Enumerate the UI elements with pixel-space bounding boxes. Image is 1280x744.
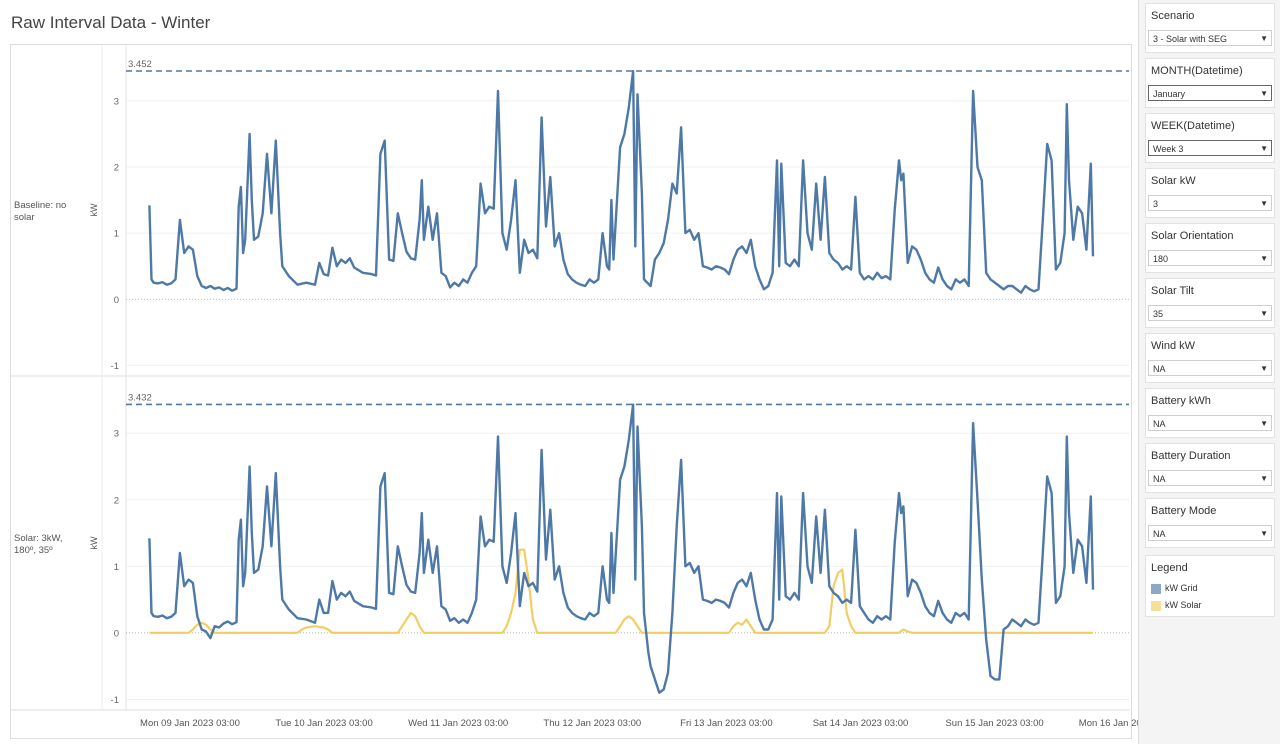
dropdown-value: 3: [1153, 199, 1159, 209]
filter-dropdown[interactable]: NA ▼: [1148, 525, 1272, 541]
filter-dropdown[interactable]: NA ▼: [1148, 360, 1272, 376]
dropdown-value: NA: [1153, 474, 1166, 484]
dropdown-value: January: [1153, 89, 1186, 99]
dashboard-title: Raw Interval Data - Winter: [11, 13, 211, 32]
x-tick-label: Sun 15 Jan 2023 03:00: [945, 718, 1043, 729]
dropdown-value: 3 - Solar with SEG: [1153, 34, 1228, 44]
y-axis-title: kW: [89, 536, 99, 550]
dropdown-value: NA: [1153, 529, 1166, 539]
filter-dropdown[interactable]: Week 3 ▼: [1148, 140, 1272, 156]
x-tick-label: Thu 12 Jan 2023 03:00: [543, 718, 641, 729]
dropdown-value: 180: [1153, 254, 1169, 264]
chevron-down-icon[interactable]: ▼: [1260, 419, 1268, 428]
filter-label: Battery kWh: [1151, 395, 1211, 407]
y-axis-title: kW: [89, 203, 99, 217]
y-tick-label: 1: [114, 562, 119, 573]
filter-dropdown[interactable]: 3 ▼: [1148, 195, 1272, 211]
interval-chart[interactable]: Baseline: no solar kW -1 0 1 2 3 3.452 Solar: 3kW…: [0, 0, 1138, 744]
y-tick-label: 2: [114, 495, 119, 506]
filter-label: Battery Mode: [1151, 505, 1217, 517]
filter-label: Wind kW: [1151, 340, 1195, 352]
series-line-grid: [148, 403, 1095, 694]
filter-dropdown[interactable]: NA ▼: [1148, 415, 1272, 431]
series-line-grid: [148, 69, 1095, 294]
row-label: Solar: 3kW, 180º, 35º: [14, 533, 63, 556]
filter-label: Solar Orientation: [1151, 230, 1234, 242]
filter-card-battery-duration: Battery Duration NA ▼: [1145, 443, 1275, 493]
chevron-down-icon[interactable]: ▼: [1260, 364, 1268, 373]
filter-card-month-datetime: MONTH(Datetime) January ▼: [1145, 58, 1275, 108]
filter-dropdown[interactable]: NA ▼: [1148, 470, 1272, 486]
y-tick-label: 0: [114, 628, 119, 639]
chevron-down-icon[interactable]: ▼: [1260, 199, 1268, 208]
chevron-down-icon[interactable]: ▼: [1260, 144, 1268, 153]
filter-label: Battery Duration: [1151, 450, 1231, 462]
legend-label: kW Solar: [1165, 600, 1202, 610]
x-tick-label: Tue 10 Jan 2023 03:00: [275, 718, 372, 729]
dropdown-value: Week 3: [1153, 144, 1184, 154]
y-tick-label: 1: [114, 229, 119, 240]
reference-label: 3.432: [128, 392, 152, 403]
filter-dropdown[interactable]: 3 - Solar with SEG ▼: [1148, 30, 1272, 46]
x-tick-label: Sat 14 Jan 2023 03:00: [813, 718, 909, 729]
dropdown-value: NA: [1153, 364, 1166, 374]
y-tick-label: -1: [111, 695, 119, 706]
filter-card-battery-kwh: Battery kWh NA ▼: [1145, 388, 1275, 438]
chevron-down-icon[interactable]: ▼: [1260, 254, 1268, 263]
filter-label: Solar kW: [1151, 175, 1196, 187]
filter-sidebar: Scenario 3 - Solar with SEG ▼ MONTH(Datetim…: [1138, 0, 1280, 744]
y-tick-label: 0: [114, 295, 119, 306]
legend-swatch: [1151, 583, 1161, 594]
y-tick-label: 3: [114, 429, 119, 440]
filter-card-solar-kw: Solar kW 3 ▼: [1145, 168, 1275, 218]
filter-card-solar-tilt: Solar Tilt 35 ▼: [1145, 278, 1275, 328]
filter-label: Solar Tilt: [1151, 285, 1194, 297]
chevron-down-icon[interactable]: ▼: [1260, 474, 1268, 483]
legend-item[interactable]: kW Solar: [1151, 600, 1202, 611]
x-tick-label: Fri 13 Jan 2023 03:00: [680, 718, 772, 729]
filter-label: WEEK(Datetime): [1151, 120, 1235, 132]
filter-card-solar-orientation: Solar Orientation 180 ▼: [1145, 223, 1275, 273]
x-tick-label: Mon 09 Jan 2023 03:00: [140, 718, 240, 729]
filter-dropdown[interactable]: January ▼: [1148, 85, 1272, 101]
y-tick-label: 2: [114, 163, 119, 174]
dropdown-value: 35: [1153, 309, 1164, 319]
chevron-down-icon[interactable]: ▼: [1260, 89, 1268, 98]
legend: Legend kW Grid kW Solar: [1145, 555, 1275, 617]
filter-label: Scenario: [1151, 10, 1195, 22]
legend-label: kW Grid: [1165, 583, 1198, 593]
reference-label: 3.452: [128, 59, 152, 70]
filter-card-scenario: Scenario 3 - Solar with SEG ▼: [1145, 3, 1275, 53]
legend-item[interactable]: kW Grid: [1151, 583, 1198, 594]
filter-card-wind-kw: Wind kW NA ▼: [1145, 333, 1275, 383]
legend-swatch: [1151, 600, 1161, 611]
y-tick-label: -1: [111, 361, 119, 372]
x-tick-label: Wed 11 Jan 2023 03:00: [408, 718, 508, 729]
y-tick-label: 3: [114, 96, 119, 107]
chevron-down-icon[interactable]: ▼: [1260, 309, 1268, 318]
filter-card-week-datetime: WEEK(Datetime) Week 3 ▼: [1145, 113, 1275, 163]
chevron-down-icon[interactable]: ▼: [1260, 529, 1268, 538]
filter-dropdown[interactable]: 35 ▼: [1148, 305, 1272, 321]
series-line-solar: [149, 548, 1093, 634]
row-label: Baseline: no solar: [14, 200, 66, 223]
legend-title: Legend: [1151, 562, 1188, 574]
chevron-down-icon[interactable]: ▼: [1260, 34, 1268, 43]
x-tick-label: Mon 16 Jan 2023 03:00: [1079, 718, 1138, 729]
filter-dropdown[interactable]: 180 ▼: [1148, 250, 1272, 266]
dashboard: Raw Interval Data - Winter Baseline: no s…: [0, 0, 1138, 744]
chart-frame: [10, 44, 1132, 739]
filter-card-battery-mode: Battery Mode NA ▼: [1145, 498, 1275, 548]
dropdown-value: NA: [1153, 419, 1166, 429]
filter-label: MONTH(Datetime): [1151, 65, 1243, 77]
